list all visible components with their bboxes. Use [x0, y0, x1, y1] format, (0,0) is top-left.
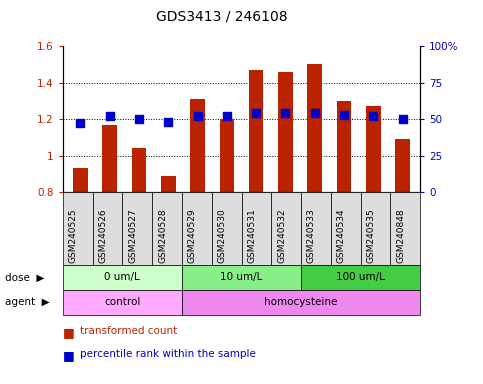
- Text: dose  ▶: dose ▶: [5, 272, 44, 283]
- Text: GSM240531: GSM240531: [247, 208, 256, 263]
- Text: GSM240532: GSM240532: [277, 209, 286, 263]
- Bar: [220, 119, 234, 192]
- Point: [369, 113, 377, 119]
- Point: [223, 113, 231, 119]
- Text: GDS3413 / 246108: GDS3413 / 246108: [156, 9, 288, 23]
- Text: percentile rank within the sample: percentile rank within the sample: [80, 349, 256, 359]
- Text: 100 um/L: 100 um/L: [336, 272, 385, 283]
- Text: agent  ▶: agent ▶: [5, 297, 49, 308]
- Text: control: control: [104, 297, 141, 308]
- Point: [282, 110, 289, 116]
- Text: transformed count: transformed count: [80, 326, 177, 336]
- Text: 10 um/L: 10 um/L: [220, 272, 263, 283]
- Bar: [307, 64, 322, 192]
- Bar: [132, 148, 146, 192]
- Text: ■: ■: [63, 326, 74, 339]
- Text: GSM240530: GSM240530: [218, 208, 227, 263]
- Point: [311, 110, 319, 116]
- Bar: [366, 106, 381, 192]
- Bar: [278, 71, 293, 192]
- Text: GSM240534: GSM240534: [337, 209, 346, 263]
- Bar: [395, 139, 410, 192]
- Point: [252, 110, 260, 116]
- Bar: [249, 70, 263, 192]
- Point: [76, 120, 84, 126]
- Point: [340, 112, 348, 118]
- Text: homocysteine: homocysteine: [264, 297, 338, 308]
- Text: GSM240535: GSM240535: [367, 208, 376, 263]
- Bar: [337, 101, 351, 192]
- Text: GSM240525: GSM240525: [69, 209, 78, 263]
- Text: GSM240848: GSM240848: [397, 209, 405, 263]
- Bar: [73, 168, 88, 192]
- Point: [135, 116, 143, 122]
- Point: [164, 119, 172, 125]
- Text: GSM240528: GSM240528: [158, 209, 167, 263]
- Bar: [102, 124, 117, 192]
- Text: GSM240526: GSM240526: [99, 209, 108, 263]
- Text: GSM240527: GSM240527: [128, 209, 137, 263]
- Bar: [161, 175, 176, 192]
- Text: GSM240533: GSM240533: [307, 208, 316, 263]
- Text: 0 um/L: 0 um/L: [104, 272, 140, 283]
- Point: [399, 116, 407, 122]
- Point: [194, 113, 201, 119]
- Bar: [190, 99, 205, 192]
- Point: [106, 113, 114, 119]
- Text: GSM240529: GSM240529: [188, 209, 197, 263]
- Text: ■: ■: [63, 349, 74, 362]
